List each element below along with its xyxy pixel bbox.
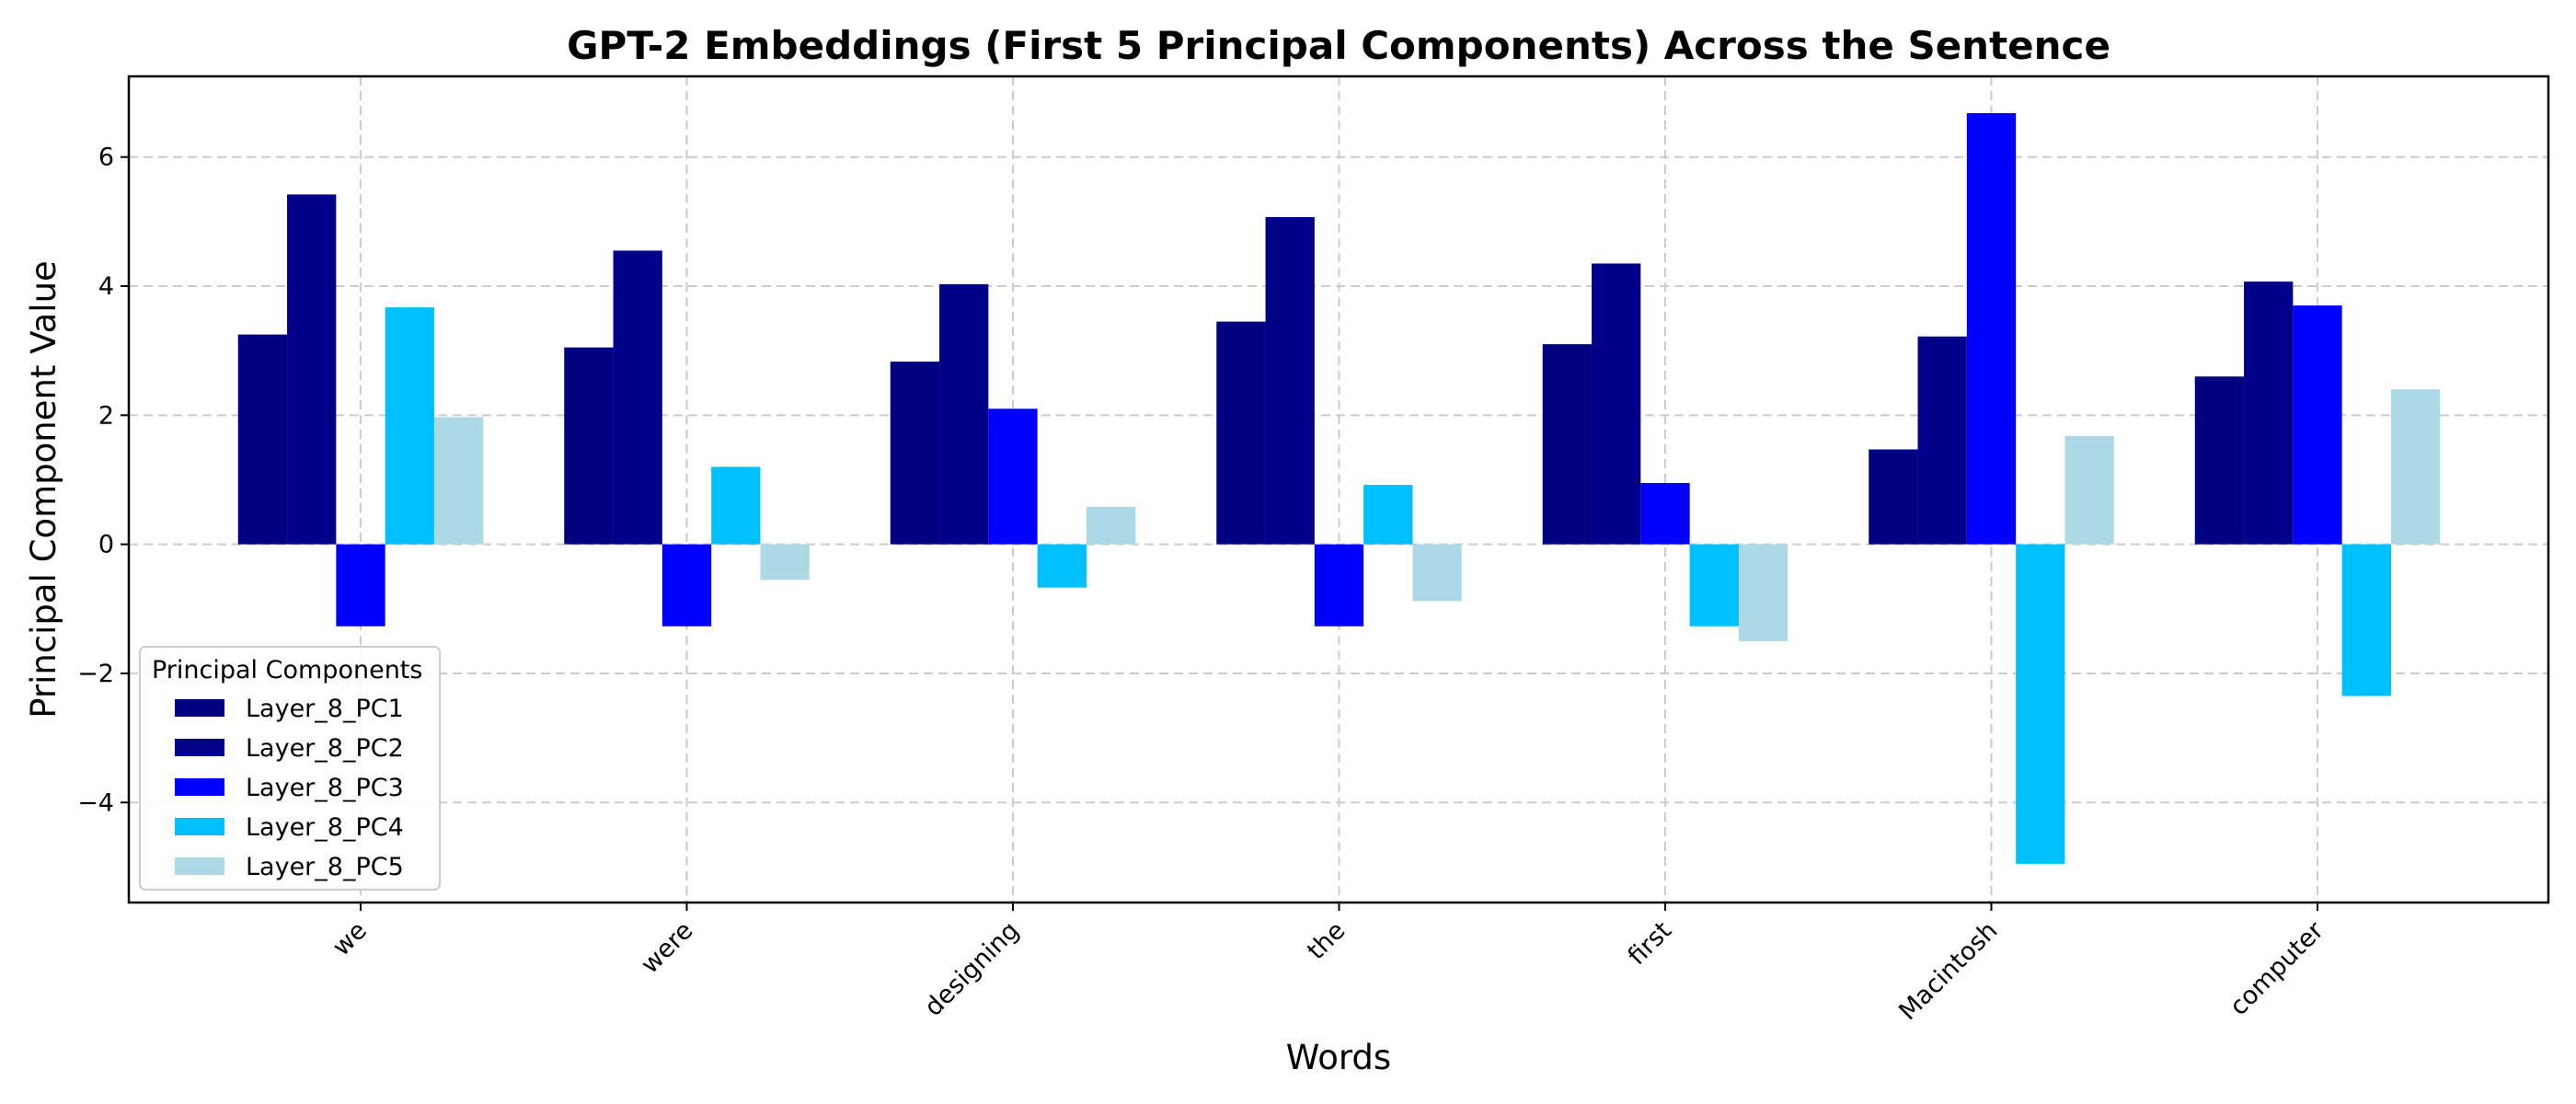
bar	[2244, 282, 2294, 545]
bar	[1265, 216, 1315, 545]
x-tick-label: were	[636, 916, 698, 979]
bar	[1086, 506, 1136, 545]
bar	[661, 544, 712, 627]
bar	[1966, 112, 2017, 545]
legend: Principal Components Layer_8_PC1 Layer_8_P…	[139, 646, 441, 891]
grid-lines	[129, 76, 2548, 903]
y-tick-label: 6	[98, 144, 114, 172]
bar	[2293, 305, 2342, 545]
bar	[1640, 482, 1690, 545]
bar	[1412, 544, 1462, 602]
legend-swatch	[175, 699, 224, 717]
bar	[939, 283, 989, 545]
bar	[564, 347, 614, 545]
legend-swatch	[175, 857, 224, 875]
bar	[1542, 344, 1593, 545]
y-tick-label: 2	[98, 401, 114, 430]
bar	[1363, 485, 1413, 545]
x-tick-label: the	[1302, 916, 1351, 965]
bar	[336, 544, 385, 627]
x-tick-label: we	[328, 916, 373, 961]
bar	[433, 417, 484, 545]
bar	[287, 194, 337, 545]
y-tick-label: −2	[77, 660, 114, 688]
bar	[890, 362, 940, 545]
chart-title: GPT-2 Embeddings (First 5 Principal Comp…	[567, 23, 2110, 68]
y-tick-label: 4	[98, 272, 114, 301]
bar	[760, 544, 810, 581]
bar	[1869, 449, 1918, 545]
bar	[613, 250, 662, 545]
legend-entry: Layer_8_PC5	[246, 853, 404, 881]
bar	[2016, 544, 2065, 864]
y-axis-label: Principal Component Value	[24, 260, 63, 719]
x-axis: we were designing the first Macintosh computer	[328, 903, 2330, 1026]
bar	[2194, 376, 2245, 545]
y-tick-label: 0	[98, 531, 114, 559]
legend-swatch	[175, 739, 224, 756]
bar	[1738, 544, 1788, 641]
bar	[2390, 389, 2441, 545]
bar	[1037, 544, 1087, 588]
bar	[237, 334, 288, 545]
bar	[711, 466, 761, 545]
legend-entry: Layer_8_PC1	[246, 695, 404, 723]
x-tick-label: computer	[2225, 915, 2330, 1021]
bar	[1216, 321, 1266, 545]
x-tick-label: Macintosh	[1893, 916, 2003, 1026]
legend-swatch	[175, 778, 224, 796]
bars	[237, 112, 2441, 864]
bar	[988, 408, 1038, 545]
bar	[1689, 544, 1739, 627]
legend-title: Principal Components	[152, 656, 422, 684]
legend-entry: Layer_8_PC3	[246, 774, 404, 802]
legend-swatch	[175, 818, 224, 835]
x-tick-label: designing	[919, 916, 1025, 1022]
bar	[385, 307, 434, 545]
bar	[1592, 263, 1641, 545]
legend-entry: Layer_8_PC2	[246, 734, 404, 763]
y-tick-label: −4	[77, 788, 114, 817]
x-axis-label: Words	[1286, 1038, 1391, 1077]
x-tick-label: first	[1623, 916, 1677, 971]
bar	[2341, 544, 2391, 696]
legend-entry: Layer_8_PC4	[246, 813, 404, 842]
bar	[2064, 435, 2114, 545]
y-axis: −4 −2 0 2 4 6	[77, 144, 129, 817]
bar	[1314, 544, 1364, 627]
bar	[1917, 336, 1967, 545]
